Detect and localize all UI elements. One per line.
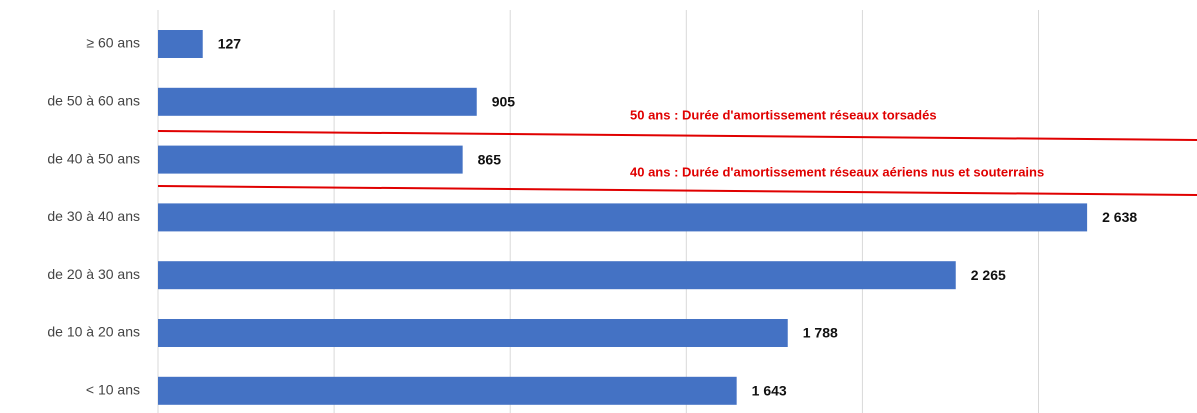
- value-label: 1 788: [803, 325, 838, 341]
- bar: [158, 376, 737, 405]
- category-label: de 20 à 30 ans: [47, 266, 140, 282]
- bar: [158, 203, 1088, 232]
- bar: [158, 261, 956, 290]
- category-label: de 50 à 60 ans: [47, 93, 140, 109]
- threshold-line: [157, 185, 1197, 196]
- bar: [158, 319, 788, 347]
- bar: [158, 30, 203, 58]
- annotation: 40 ans : Durée d'amortissement réseaux a…: [630, 164, 1044, 179]
- category-label: ≥ 60 ans: [86, 35, 140, 51]
- threshold-line: [157, 130, 1197, 141]
- category-label: < 10 ans: [86, 382, 140, 398]
- value-label: 1 643: [752, 383, 787, 399]
- bar: [158, 145, 463, 174]
- value-label: 905: [492, 94, 516, 110]
- category-label: de 40 à 50 ans: [47, 150, 140, 166]
- value-label: 2 638: [1102, 209, 1137, 225]
- category-label: de 10 à 20 ans: [47, 324, 140, 340]
- value-label: 865: [478, 151, 502, 167]
- value-label: 127: [218, 36, 242, 52]
- annotation: 50 ans : Durée d'amortissement réseaux t…: [630, 107, 937, 122]
- category-label: de 30 à 40 ans: [47, 208, 140, 224]
- value-label: 2 265: [971, 267, 1006, 283]
- bar: [158, 87, 477, 116]
